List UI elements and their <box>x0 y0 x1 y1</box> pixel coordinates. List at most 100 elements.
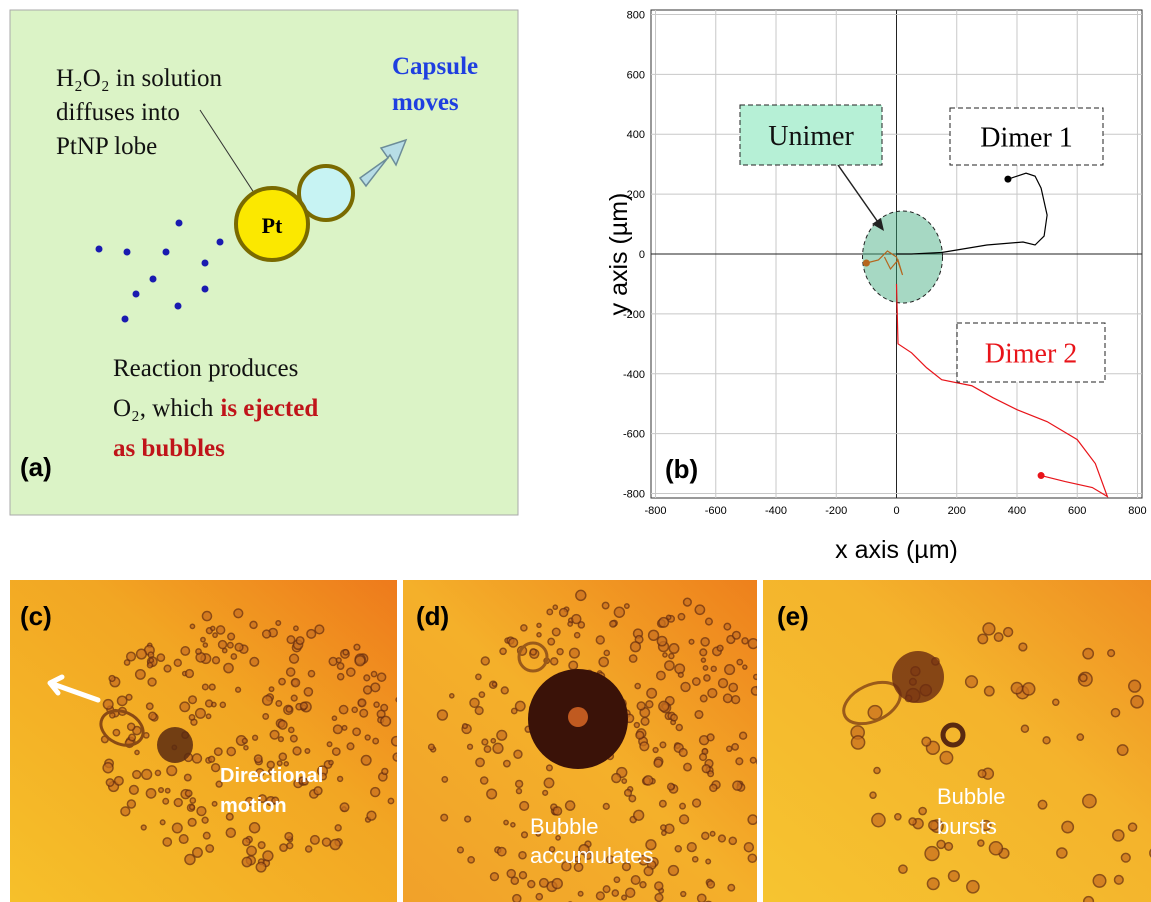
bubble <box>978 770 986 778</box>
bubble <box>393 753 401 761</box>
bubble <box>347 743 354 750</box>
x-tick-label: 0 <box>893 505 899 517</box>
bubble <box>1115 876 1124 885</box>
bubble <box>279 678 285 684</box>
panel-label: (a) <box>20 452 52 482</box>
bubble <box>760 770 764 774</box>
caption: Bubble <box>937 784 1006 809</box>
bubble <box>130 786 139 795</box>
bubble <box>695 605 704 614</box>
bubble <box>985 686 994 695</box>
bubble <box>129 734 136 741</box>
bubble <box>103 763 113 773</box>
bubble <box>687 843 696 852</box>
bubble <box>224 663 233 672</box>
bubble <box>547 765 553 771</box>
bubble <box>732 696 740 704</box>
bubble <box>294 626 298 630</box>
bubble <box>547 609 552 614</box>
bubble <box>201 638 205 642</box>
bubble <box>704 675 710 681</box>
bubble <box>895 814 901 820</box>
bubble <box>1121 853 1130 862</box>
bubble <box>243 838 250 845</box>
bubble <box>228 642 233 647</box>
bubble <box>113 729 119 735</box>
bubble <box>147 703 153 709</box>
bubble <box>392 737 401 746</box>
bubble <box>493 743 503 753</box>
bubble <box>203 643 207 647</box>
bubble <box>141 825 146 830</box>
bubble <box>126 694 132 700</box>
bubble <box>110 713 115 718</box>
panel-d: (d) Bubble accumulates <box>403 580 812 902</box>
bubble <box>258 842 265 849</box>
bubble <box>163 838 171 846</box>
bubble <box>1129 680 1141 692</box>
x-tick-label: 800 <box>1128 505 1146 517</box>
bubble <box>684 763 691 770</box>
bubble <box>196 709 206 719</box>
bubble <box>661 825 666 830</box>
bubble <box>442 777 447 782</box>
bubble <box>925 847 939 861</box>
bubble <box>327 742 331 746</box>
bubble <box>115 777 123 785</box>
bubble <box>353 728 360 735</box>
bubble <box>179 835 188 844</box>
bubble <box>1084 897 1094 902</box>
bubble <box>724 694 732 702</box>
bubble <box>481 777 488 784</box>
bubble <box>967 881 979 893</box>
panel-e: (e) Bubble bursts <box>763 580 1151 902</box>
bubble <box>203 832 210 839</box>
bubble <box>250 658 259 667</box>
bubble <box>476 674 481 679</box>
bubble <box>1077 734 1083 740</box>
bubble <box>711 666 716 671</box>
bubble <box>514 750 522 758</box>
bubble <box>634 723 639 728</box>
bubble <box>612 774 621 783</box>
bubble <box>569 661 577 669</box>
bubble <box>491 739 495 743</box>
bubble <box>307 630 316 639</box>
y-axis-label: y axis (µm) <box>605 193 633 316</box>
bubble <box>504 820 508 824</box>
bubble <box>190 624 194 628</box>
bubble <box>551 658 558 665</box>
bubble <box>479 692 484 697</box>
bubble <box>710 784 717 791</box>
bubble <box>663 653 667 657</box>
bubble <box>511 877 518 884</box>
bubble <box>293 747 301 755</box>
bubble <box>173 823 183 833</box>
bubble <box>133 771 141 779</box>
bubble <box>680 803 685 808</box>
bubble <box>500 648 506 654</box>
bubble <box>647 689 656 698</box>
bubble <box>181 647 189 655</box>
bubble <box>603 804 609 810</box>
bubble <box>305 749 309 753</box>
bubble <box>378 673 386 681</box>
bubble <box>671 714 677 720</box>
bubble <box>625 604 629 608</box>
bubble <box>536 894 542 900</box>
bubble <box>702 832 709 839</box>
bubble <box>700 754 707 761</box>
bubble <box>211 626 215 630</box>
x-axis-label: x axis (µm) <box>835 536 958 564</box>
bubble <box>212 702 216 706</box>
bubble <box>1117 745 1127 755</box>
bubble <box>637 702 645 710</box>
bubble <box>475 707 483 715</box>
bubble <box>396 698 400 702</box>
bubble <box>634 810 644 820</box>
y-tick-label: -800 <box>623 489 645 501</box>
bubble <box>212 764 220 772</box>
bubble <box>167 766 177 776</box>
bubble <box>343 650 348 655</box>
bubble <box>1062 821 1073 832</box>
